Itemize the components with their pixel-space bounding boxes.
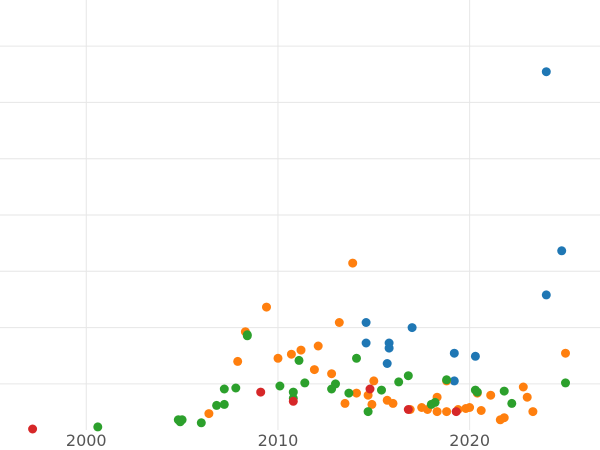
series-1-point-36 [204, 409, 214, 419]
series-2-point-31 [561, 378, 570, 388]
series-1-point-4 [313, 341, 323, 351]
series-3-point-0 [28, 424, 38, 434]
series-3-point-2 [288, 396, 298, 406]
series-2-point-15 [300, 378, 310, 388]
series-3-point-3 [365, 384, 375, 394]
series-2-point-25 [430, 397, 440, 407]
series-0-point-8 [449, 348, 459, 358]
series-1-point-17 [388, 398, 398, 408]
data-points [28, 67, 570, 434]
x-axis-ticks: 2000 2010 2020 [66, 431, 490, 450]
series-3-point-5 [451, 407, 461, 417]
series-0-point-9 [470, 351, 480, 361]
series-1-point-11 [369, 376, 379, 386]
series-0-point-0 [541, 67, 551, 77]
grid [0, 0, 600, 430]
series-2-point-14 [294, 355, 304, 365]
series-0-point-2 [541, 290, 551, 300]
series-2-point-12 [288, 387, 298, 397]
series-2-point-3 [177, 415, 187, 425]
series-1-point-12 [352, 388, 361, 398]
series-1-point-27 [476, 406, 486, 415]
x-tick-label-0: 2000 [66, 431, 107, 450]
series-0-point-10 [382, 359, 392, 368]
series-3-point-4 [403, 405, 413, 414]
series-1-point-7 [273, 353, 283, 363]
series-1-point-10 [327, 369, 337, 379]
series-0-point-3 [361, 318, 371, 327]
series-1-point-23 [442, 407, 452, 417]
series-2-point-6 [219, 399, 229, 409]
series-2-point-19 [352, 353, 361, 363]
series-2-point-20 [363, 407, 373, 417]
series-1-point-6 [286, 349, 296, 359]
series-1-point-5 [296, 345, 306, 355]
series-1-point-33 [528, 407, 538, 417]
series-2-point-23 [403, 371, 413, 381]
series-1-point-30 [499, 413, 509, 423]
series-2-point-22 [394, 377, 404, 387]
series-1-point-15 [367, 399, 377, 409]
series-1-point-14 [340, 398, 350, 408]
series-0-point-11 [449, 376, 459, 386]
series-1-point-26 [465, 403, 475, 412]
series-1-point-9 [309, 365, 319, 375]
series-1-point-22 [432, 407, 442, 417]
series-2-point-10 [242, 331, 252, 341]
series-0-point-1 [557, 246, 567, 256]
x-tick-label-1: 2010 [258, 431, 299, 450]
series-2-point-7 [219, 384, 229, 394]
series-1-point-2 [334, 318, 344, 327]
series-2-point-5 [212, 400, 222, 410]
series-2-point-8 [231, 383, 241, 393]
series-2-point-21 [377, 385, 386, 395]
series-0-point-4 [407, 323, 417, 333]
series-2-point-0 [93, 422, 103, 432]
series-2-point-11 [275, 381, 285, 391]
series-0-point-7 [384, 343, 394, 353]
x-tick-label-2: 2020 [449, 431, 490, 450]
series-1-point-34 [561, 348, 570, 358]
series-2-point-26 [442, 375, 452, 385]
series-2-point-18 [344, 388, 354, 398]
series-2-point-30 [507, 398, 517, 408]
series-1-point-28 [486, 390, 496, 400]
series-2-point-29 [499, 386, 509, 396]
series-1-point-8 [233, 356, 243, 366]
series-3-point-1 [256, 387, 266, 397]
series-1-point-32 [522, 392, 532, 402]
series-2-point-4 [196, 418, 206, 428]
series-2-point-17 [331, 379, 340, 389]
series-0-point-5 [361, 338, 371, 348]
series-1-point-0 [348, 258, 358, 268]
series-1-point-31 [518, 382, 528, 392]
series-1-point-1 [262, 302, 271, 312]
series-2-point-28 [472, 387, 482, 397]
